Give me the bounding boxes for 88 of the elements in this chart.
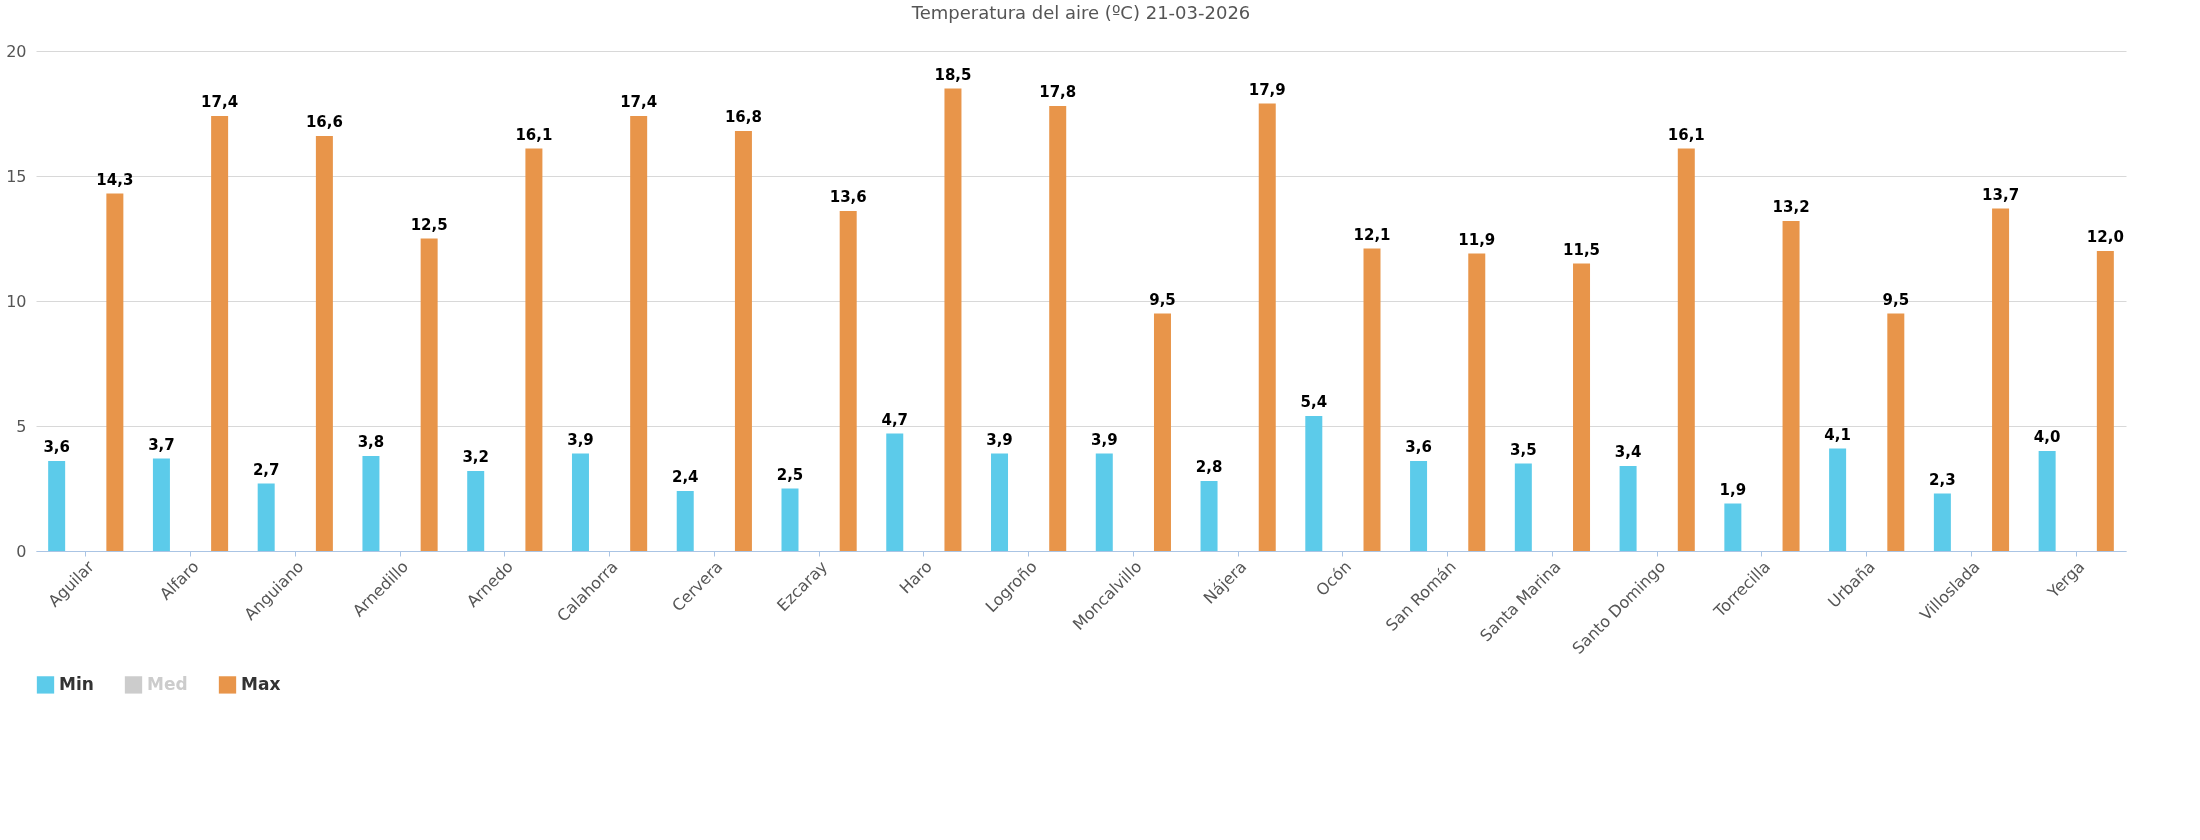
bar (1258, 103, 1276, 551)
data-label: 16,8 (724, 108, 762, 126)
bar (152, 458, 170, 551)
data-label: 1,9 (1719, 480, 1747, 499)
data-label: 16,6 (305, 113, 343, 131)
bar (1677, 148, 1695, 551)
data-label: 12,5 (410, 215, 448, 234)
bar (886, 433, 904, 551)
data-label: 9,5 (1149, 290, 1176, 309)
data-label: 4,7 (881, 410, 909, 429)
data-label: 3,8 (357, 433, 385, 451)
bar (48, 461, 66, 551)
bar (525, 148, 543, 551)
data-label: 17,4 (620, 93, 658, 111)
bar (1049, 106, 1067, 551)
y-tick-label: 15 (6, 166, 27, 186)
legend-label: Min (59, 673, 94, 694)
y-tick-label: 10 (6, 291, 27, 311)
bar (1468, 253, 1486, 551)
data-label: 5,4 (1300, 393, 1328, 411)
data-label: 2,7 (252, 460, 280, 479)
legend-label: Max (241, 673, 281, 694)
data-label: 12,0 (2086, 228, 2124, 246)
bar (1200, 481, 1218, 551)
bar (211, 116, 229, 551)
y-tick-label: 20 (6, 41, 27, 61)
data-label: 9,5 (1882, 290, 1910, 309)
data-label: 3,6 (43, 438, 70, 456)
bar (1782, 221, 1800, 551)
bar (362, 456, 380, 551)
data-label: 12,1 (1353, 225, 1391, 244)
bar (1095, 453, 1113, 551)
data-label: 17,9 (1248, 80, 1286, 99)
bar (1724, 503, 1742, 551)
bar (1619, 466, 1637, 551)
bar (991, 453, 1009, 551)
data-label: 2,4 (671, 468, 699, 486)
data-label: 4,1 (1824, 425, 1851, 444)
bar (257, 483, 275, 551)
data-label: 3,2 (462, 448, 489, 466)
bar (1992, 208, 2010, 551)
bar (944, 88, 962, 551)
data-label: 3,6 (1405, 438, 1432, 456)
bar (734, 131, 752, 551)
bar (2096, 251, 2114, 551)
data-label: 3,5 (1510, 440, 1537, 459)
bar (315, 136, 333, 551)
bar (839, 211, 857, 551)
data-label: 2,3 (1929, 470, 1956, 489)
bar (1153, 313, 1171, 551)
data-label: 4,0 (2033, 428, 2061, 446)
data-label: 13,7 (1982, 185, 2020, 204)
data-label: 16,1 (1667, 125, 1705, 144)
data-label: 13,6 (829, 188, 867, 206)
data-label: 11,9 (1458, 230, 1496, 249)
bar (571, 453, 589, 551)
y-tick-label: 5 (16, 416, 27, 436)
data-label: 2,8 (1195, 458, 1223, 476)
bar (467, 471, 485, 551)
data-label: 11,5 (1563, 240, 1601, 259)
bar (1305, 416, 1323, 551)
bar (676, 491, 694, 551)
bar (106, 193, 124, 551)
data-label: 16,1 (515, 125, 553, 144)
chart-title: Temperatura del aire (ºC) 21-03-2026 (910, 2, 1251, 23)
y-tick-label: 0 (16, 541, 27, 561)
data-label: 3,4 (1614, 443, 1642, 461)
bar (1514, 463, 1532, 551)
bar (781, 488, 799, 551)
data-label: 3,7 (148, 435, 175, 454)
data-label: 17,8 (1039, 83, 1077, 101)
data-label: 17,4 (201, 93, 239, 111)
data-label: 2,5 (776, 465, 804, 484)
data-label: 3,9 (1090, 430, 1118, 449)
bar (1573, 263, 1591, 551)
bar (1933, 493, 1951, 551)
bar (2038, 451, 2056, 551)
bar (630, 116, 648, 551)
bar (1363, 248, 1381, 551)
data-label: 18,5 (934, 65, 972, 84)
bar (420, 238, 438, 551)
bar (1829, 448, 1847, 551)
data-label: 13,2 (1772, 198, 1810, 216)
bar (1410, 461, 1428, 551)
data-label: 3,9 (567, 430, 594, 449)
data-label: 14,3 (96, 170, 134, 189)
data-label: 3,9 (986, 430, 1013, 449)
bar (1887, 313, 1905, 551)
